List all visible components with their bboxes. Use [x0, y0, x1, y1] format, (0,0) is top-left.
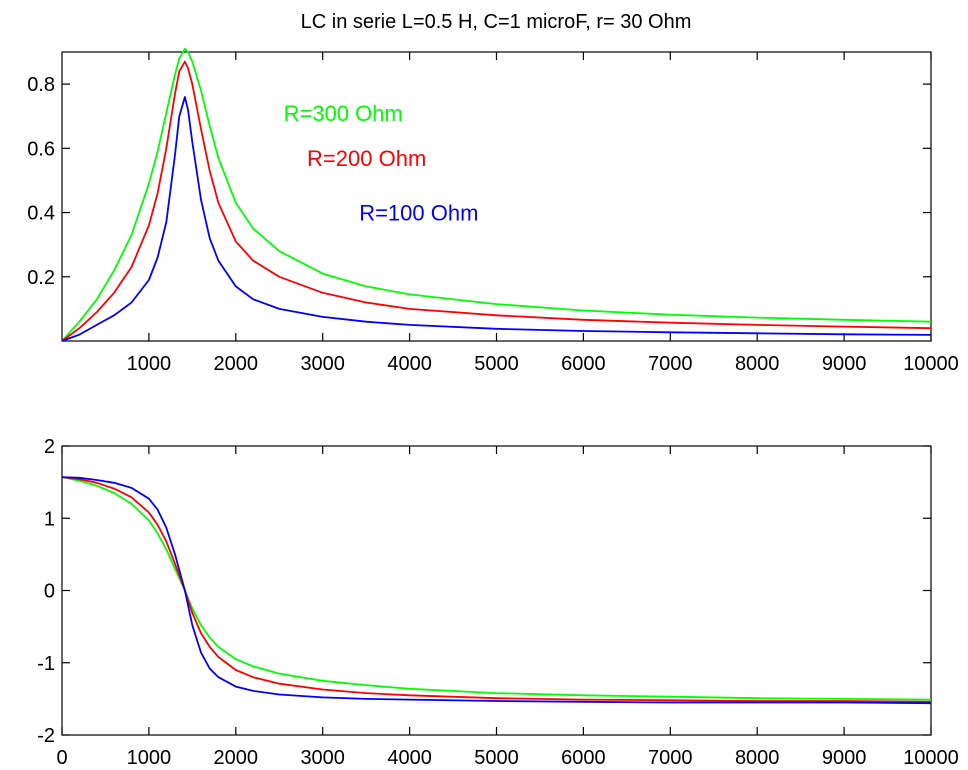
chart-title: LC in serie L=0.5 H, C=1 microF, r= 30 O…: [301, 11, 692, 33]
bottom-x-tick-label: 1000: [127, 747, 172, 769]
bottom-series-line-3: [61, 476, 932, 705]
top-x-tick-label: 7000: [648, 353, 693, 375]
bottom-x-tick-label: 8000: [735, 747, 780, 769]
top-axes: 1000 2000 3000 4000 5000 6000 7000 8000 9000 1000…: [27, 47, 959, 375]
bottom-x-tick-label: 5000: [474, 747, 519, 769]
bottom-axes: 0 1000 2000 3000 4000 5000 6000 7000 8000 9000 100…: [37, 436, 959, 769]
top-axes-ticks: [62, 52, 932, 341]
top-x-tick-label: 8000: [735, 353, 780, 375]
top-series-line-1: [61, 47, 932, 342]
bottom-axes-curves: [61, 476, 932, 705]
bottom-x-tick-label: 10000: [903, 747, 959, 769]
top-x-tick-label: 5000: [474, 353, 519, 375]
top-axes-box: [61, 51, 932, 342]
top-x-tick-label: 1000: [127, 353, 172, 375]
top-series-annotation: R=200 Ohm: [307, 146, 426, 171]
bottom-x-tick-label: 0: [56, 747, 67, 769]
top-x-tick-label: 10000: [903, 353, 959, 375]
bottom-x-tick-label: 9000: [822, 747, 867, 769]
bottom-x-tick-label: 7000: [648, 747, 693, 769]
bottom-axes-ticks: [61, 445, 932, 736]
top-series-line-2: [61, 60, 932, 342]
bottom-y-tick-label: 1: [44, 508, 55, 530]
top-x-tick-label: 4000: [387, 353, 432, 375]
bottom-y-tick-label: -1: [37, 653, 55, 675]
top-x-tick-label: 3000: [300, 353, 345, 375]
bottom-axes-box: [61, 445, 932, 736]
bottom-x-tick-label: 3000: [300, 747, 345, 769]
top-y-tick-label: 0.8: [27, 74, 55, 96]
top-axes-tick-labels: 1000 2000 3000 4000 5000 6000 7000 8000 9000 1000…: [27, 74, 959, 375]
top-y-tick-label: 0.2: [27, 267, 55, 289]
top-y-tick-label: 0.6: [27, 138, 55, 160]
bottom-axes-tick-labels: 0 1000 2000 3000 4000 5000 6000 7000 8000 9000 100…: [37, 436, 959, 769]
bottom-series-line-1: [61, 476, 932, 701]
top-axes-curves: [61, 47, 932, 342]
top-axes-annotations: R=300 Ohm R=200 Ohm R=100 Ohm: [284, 101, 479, 226]
top-series-line-3: [61, 96, 932, 342]
bottom-y-tick-label: -2: [37, 725, 55, 747]
bottom-x-tick-label: 6000: [561, 747, 606, 769]
top-series-annotation: R=300 Ohm: [284, 101, 403, 126]
top-y-tick-label: 0.4: [27, 203, 55, 225]
top-series-annotation: R=100 Ohm: [359, 201, 478, 226]
bottom-x-tick-label: 4000: [387, 747, 432, 769]
bottom-series-line-2: [61, 476, 932, 703]
bottom-x-tick-label: 2000: [214, 747, 259, 769]
top-x-tick-label: 6000: [561, 353, 606, 375]
bottom-y-tick-label: 2: [44, 436, 55, 458]
bottom-y-tick-label: 0: [44, 581, 55, 603]
top-x-tick-label: 2000: [214, 353, 259, 375]
top-x-tick-label: 9000: [822, 353, 867, 375]
